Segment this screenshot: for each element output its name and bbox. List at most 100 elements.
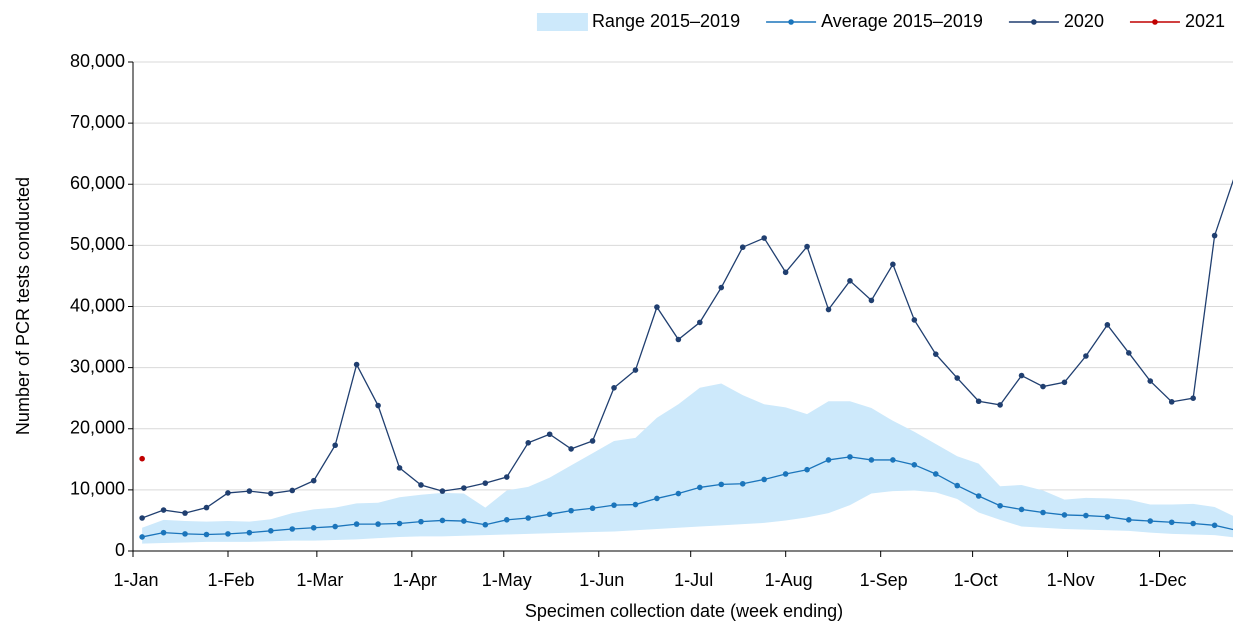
legend-marker xyxy=(1152,19,1158,25)
series-marker xyxy=(697,319,703,326)
x-tick-label: 1-Dec xyxy=(1139,570,1187,590)
series-marker xyxy=(782,269,789,276)
series-marker xyxy=(225,490,231,496)
series-marker xyxy=(461,485,467,491)
series-marker xyxy=(932,351,939,357)
range-area xyxy=(142,383,1233,544)
series-marker xyxy=(246,529,253,536)
series-marker xyxy=(289,487,296,494)
series-marker xyxy=(782,471,789,477)
series-marker xyxy=(654,304,660,310)
series-marker xyxy=(139,455,145,462)
series-marker xyxy=(1104,513,1111,520)
series-marker xyxy=(868,297,875,304)
x-tick-label: 1-Nov xyxy=(1047,570,1095,590)
y-tick-label: 50,000 xyxy=(70,234,125,254)
x-tick-label: 1-Aug xyxy=(765,570,813,590)
series-marker xyxy=(503,517,510,523)
series-marker xyxy=(975,398,982,405)
y-tick-label: 70,000 xyxy=(70,112,125,132)
series-marker xyxy=(1061,379,1068,386)
x-tick-label: 1-Jan xyxy=(113,570,158,590)
series-marker xyxy=(997,502,1003,509)
series-marker xyxy=(353,361,360,368)
series-marker xyxy=(310,524,317,531)
series-marker xyxy=(182,510,188,516)
legend-marker xyxy=(1031,19,1037,25)
series-marker xyxy=(697,484,703,491)
series-marker xyxy=(589,438,596,444)
series-marker xyxy=(332,442,338,449)
y-tick-label: 60,000 xyxy=(70,173,125,193)
series-marker xyxy=(160,529,167,536)
legend-swatch xyxy=(536,13,588,31)
legend-label: 2020 xyxy=(1064,11,1104,31)
series-marker xyxy=(804,243,810,250)
series-marker xyxy=(1126,350,1132,356)
x-tick-label: 1-Jul xyxy=(674,570,713,590)
x-tick-label: 1-Oct xyxy=(954,570,998,590)
series-marker xyxy=(1061,512,1068,518)
y-tick-label: 40,000 xyxy=(70,295,125,315)
y-tick-label: 80,000 xyxy=(70,51,125,71)
series-marker xyxy=(611,384,617,391)
series-marker xyxy=(675,336,682,343)
series-marker xyxy=(1211,522,1218,529)
series-marker xyxy=(654,495,660,502)
series-line xyxy=(142,456,1233,538)
series-marker xyxy=(1018,372,1025,379)
series-marker xyxy=(525,440,532,446)
series-marker xyxy=(568,507,574,514)
series-marker xyxy=(1104,322,1111,328)
series-marker xyxy=(739,480,746,487)
series-marker xyxy=(890,261,896,268)
x-tick-label: 1-Jun xyxy=(579,570,624,590)
series-marker xyxy=(1147,378,1154,384)
series-marker xyxy=(525,515,532,521)
legend-marker xyxy=(788,19,794,25)
series-marker xyxy=(718,284,725,291)
series-marker xyxy=(310,477,317,484)
series-marker xyxy=(911,317,918,323)
series-marker xyxy=(375,521,381,527)
series-marker xyxy=(461,518,467,524)
series-marker xyxy=(589,505,596,512)
series-marker xyxy=(396,465,403,471)
series-marker xyxy=(289,526,296,532)
x-tick-label: 1-Mar xyxy=(296,570,343,590)
series-marker xyxy=(503,474,510,480)
series-line xyxy=(141,179,1233,519)
series-marker xyxy=(718,481,725,488)
series-marker xyxy=(1126,517,1132,523)
x-axis-label: Specimen collection date (week ending) xyxy=(525,601,843,621)
series-marker xyxy=(868,457,875,463)
series-marker xyxy=(418,518,424,525)
series-marker xyxy=(546,431,553,438)
series-marker xyxy=(418,482,424,488)
series-marker xyxy=(761,476,767,483)
x-tick-label: 1-Feb xyxy=(207,570,254,590)
x-tick-label: 1-Sep xyxy=(860,570,908,590)
series-marker xyxy=(675,490,682,497)
series-marker xyxy=(825,457,832,463)
series-marker xyxy=(890,457,896,463)
series-marker xyxy=(203,504,210,511)
series-marker xyxy=(246,488,253,494)
series-marker xyxy=(139,515,145,521)
series-marker xyxy=(975,493,982,499)
series-marker xyxy=(954,375,961,381)
series-marker xyxy=(1168,399,1175,405)
series-marker xyxy=(375,402,381,409)
series-marker xyxy=(761,235,767,241)
y-tick-label: 0 xyxy=(115,540,125,560)
x-tick-label: 1-May xyxy=(482,570,532,590)
series-marker xyxy=(739,244,746,251)
series-marker xyxy=(611,502,617,508)
series-marker xyxy=(1040,383,1046,390)
series-marker xyxy=(1190,395,1196,401)
series-marker xyxy=(632,501,639,508)
series-marker xyxy=(439,517,446,524)
series-marker xyxy=(932,471,939,477)
series-marker xyxy=(139,534,145,540)
series-marker xyxy=(332,523,338,530)
